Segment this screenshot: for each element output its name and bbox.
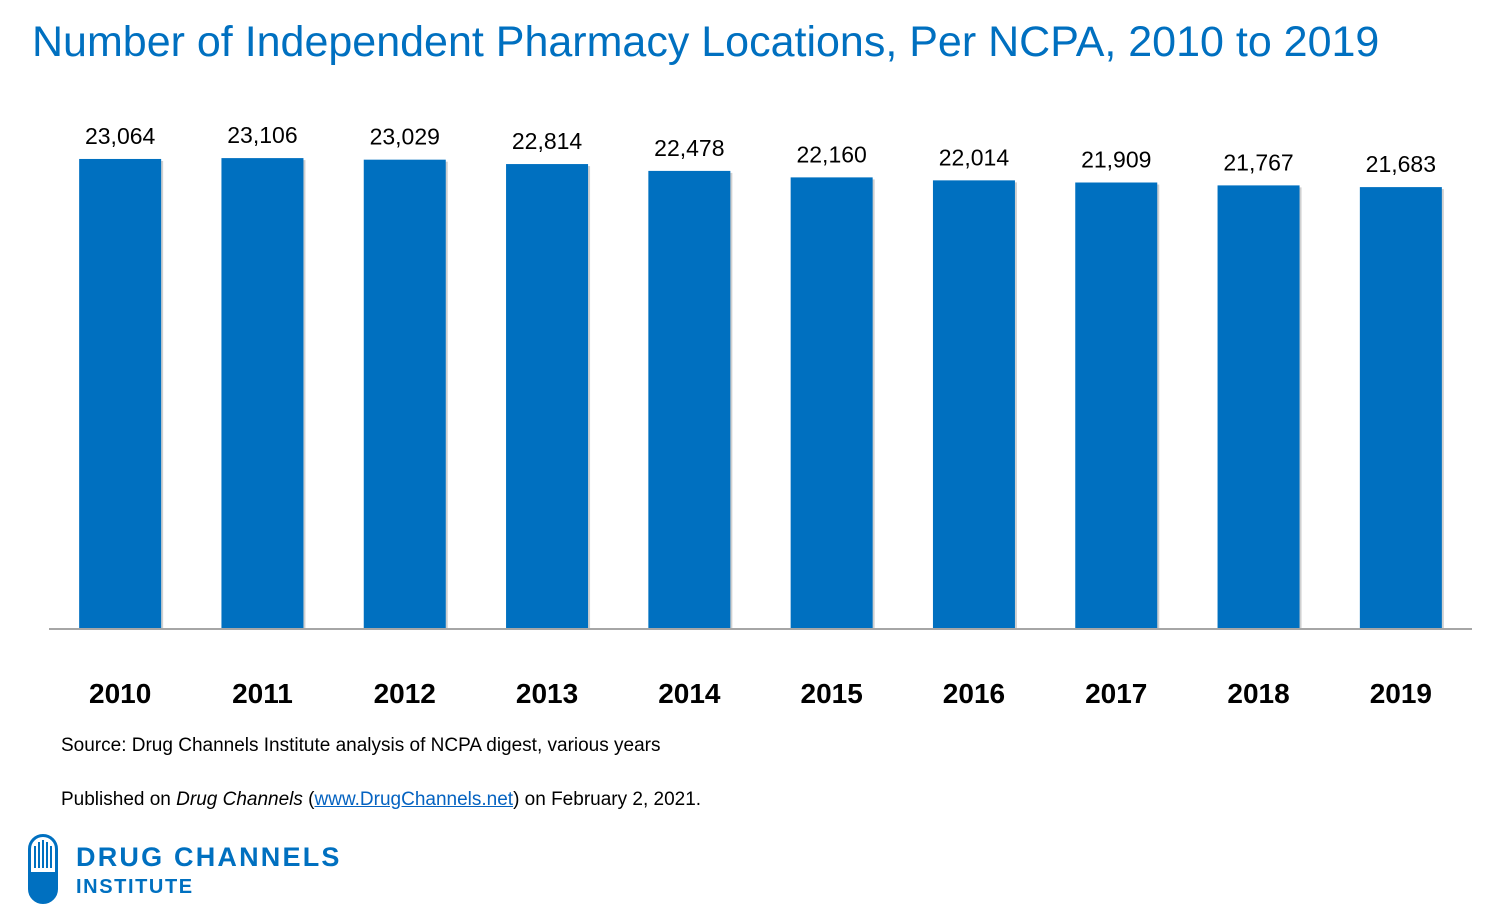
source-note: Source: Drug Channels Institute analysis… xyxy=(61,735,661,756)
value-label-2017: 21,909 xyxy=(1081,147,1151,173)
published-italic: Drug Channels xyxy=(176,789,303,810)
value-label-2010: 23,064 xyxy=(85,123,156,149)
x-tick-label-2010: 2010 xyxy=(89,678,151,709)
logo-line2: INSTITUTE xyxy=(76,876,194,898)
x-tick-labels-group: 2010 2011 2012 2013 2014 2015 2016 2017 2018 2019 xyxy=(89,678,1432,709)
bar-2017 xyxy=(1075,182,1158,629)
value-label-2015: 22,160 xyxy=(796,141,866,167)
x-tick-label-2013: 2013 xyxy=(516,678,578,709)
x-tick-label-2016: 2016 xyxy=(943,678,1005,709)
bar-2014 xyxy=(648,170,731,629)
logo-line1: DRUG CHANNELS xyxy=(76,842,342,872)
bars-group xyxy=(79,158,1444,630)
published-open: ( xyxy=(302,789,315,810)
bar-2011 xyxy=(221,158,304,629)
value-label-2016: 22,014 xyxy=(939,144,1010,170)
published-prefix: Published on xyxy=(61,789,177,810)
value-label-2014: 22,478 xyxy=(654,135,724,161)
x-tick-label-2018: 2018 xyxy=(1227,678,1289,709)
bar-2013 xyxy=(506,164,589,629)
value-label-2019: 21,683 xyxy=(1366,151,1436,177)
bar-2019 xyxy=(1359,187,1442,629)
x-tick-label-2011: 2011 xyxy=(232,678,293,709)
pill-capsule-icon xyxy=(28,834,58,904)
value-label-2012: 23,029 xyxy=(370,124,440,150)
x-tick-label-2012: 2012 xyxy=(374,678,436,709)
chart-title: Number of Independent Pharmacy Locations… xyxy=(32,18,1380,66)
value-label-2011: 23,106 xyxy=(227,122,297,148)
x-tick-label-2019: 2019 xyxy=(1370,678,1432,709)
value-labels-group: 23,064 23,106 23,029 22,814 22,478 22,160 22,0… xyxy=(85,122,1436,177)
published-suffix: ) on February 2, 2021. xyxy=(513,789,702,810)
value-label-2018: 21,767 xyxy=(1223,149,1293,175)
dci-logo: DRUG CHANNELS INSTITUTE xyxy=(28,834,368,904)
drugchannels-link[interactable]: www.DrugChannels.net xyxy=(314,789,514,810)
x-tick-label-2017: 2017 xyxy=(1085,678,1147,709)
x-tick-label-2014: 2014 xyxy=(658,678,721,709)
bar-2012 xyxy=(363,159,446,629)
x-tick-label-2015: 2015 xyxy=(801,678,863,709)
bar-2015 xyxy=(790,177,873,629)
bar-2010 xyxy=(79,158,162,629)
published-note: Published on Drug Channels (www.DrugChan… xyxy=(61,789,701,811)
bar-2016 xyxy=(932,180,1015,629)
bar-2018 xyxy=(1217,185,1300,630)
value-label-2013: 22,814 xyxy=(512,128,583,154)
bar-chart: 23,064 23,106 23,029 22,814 22,478 22,160 22,0… xyxy=(49,122,1472,709)
